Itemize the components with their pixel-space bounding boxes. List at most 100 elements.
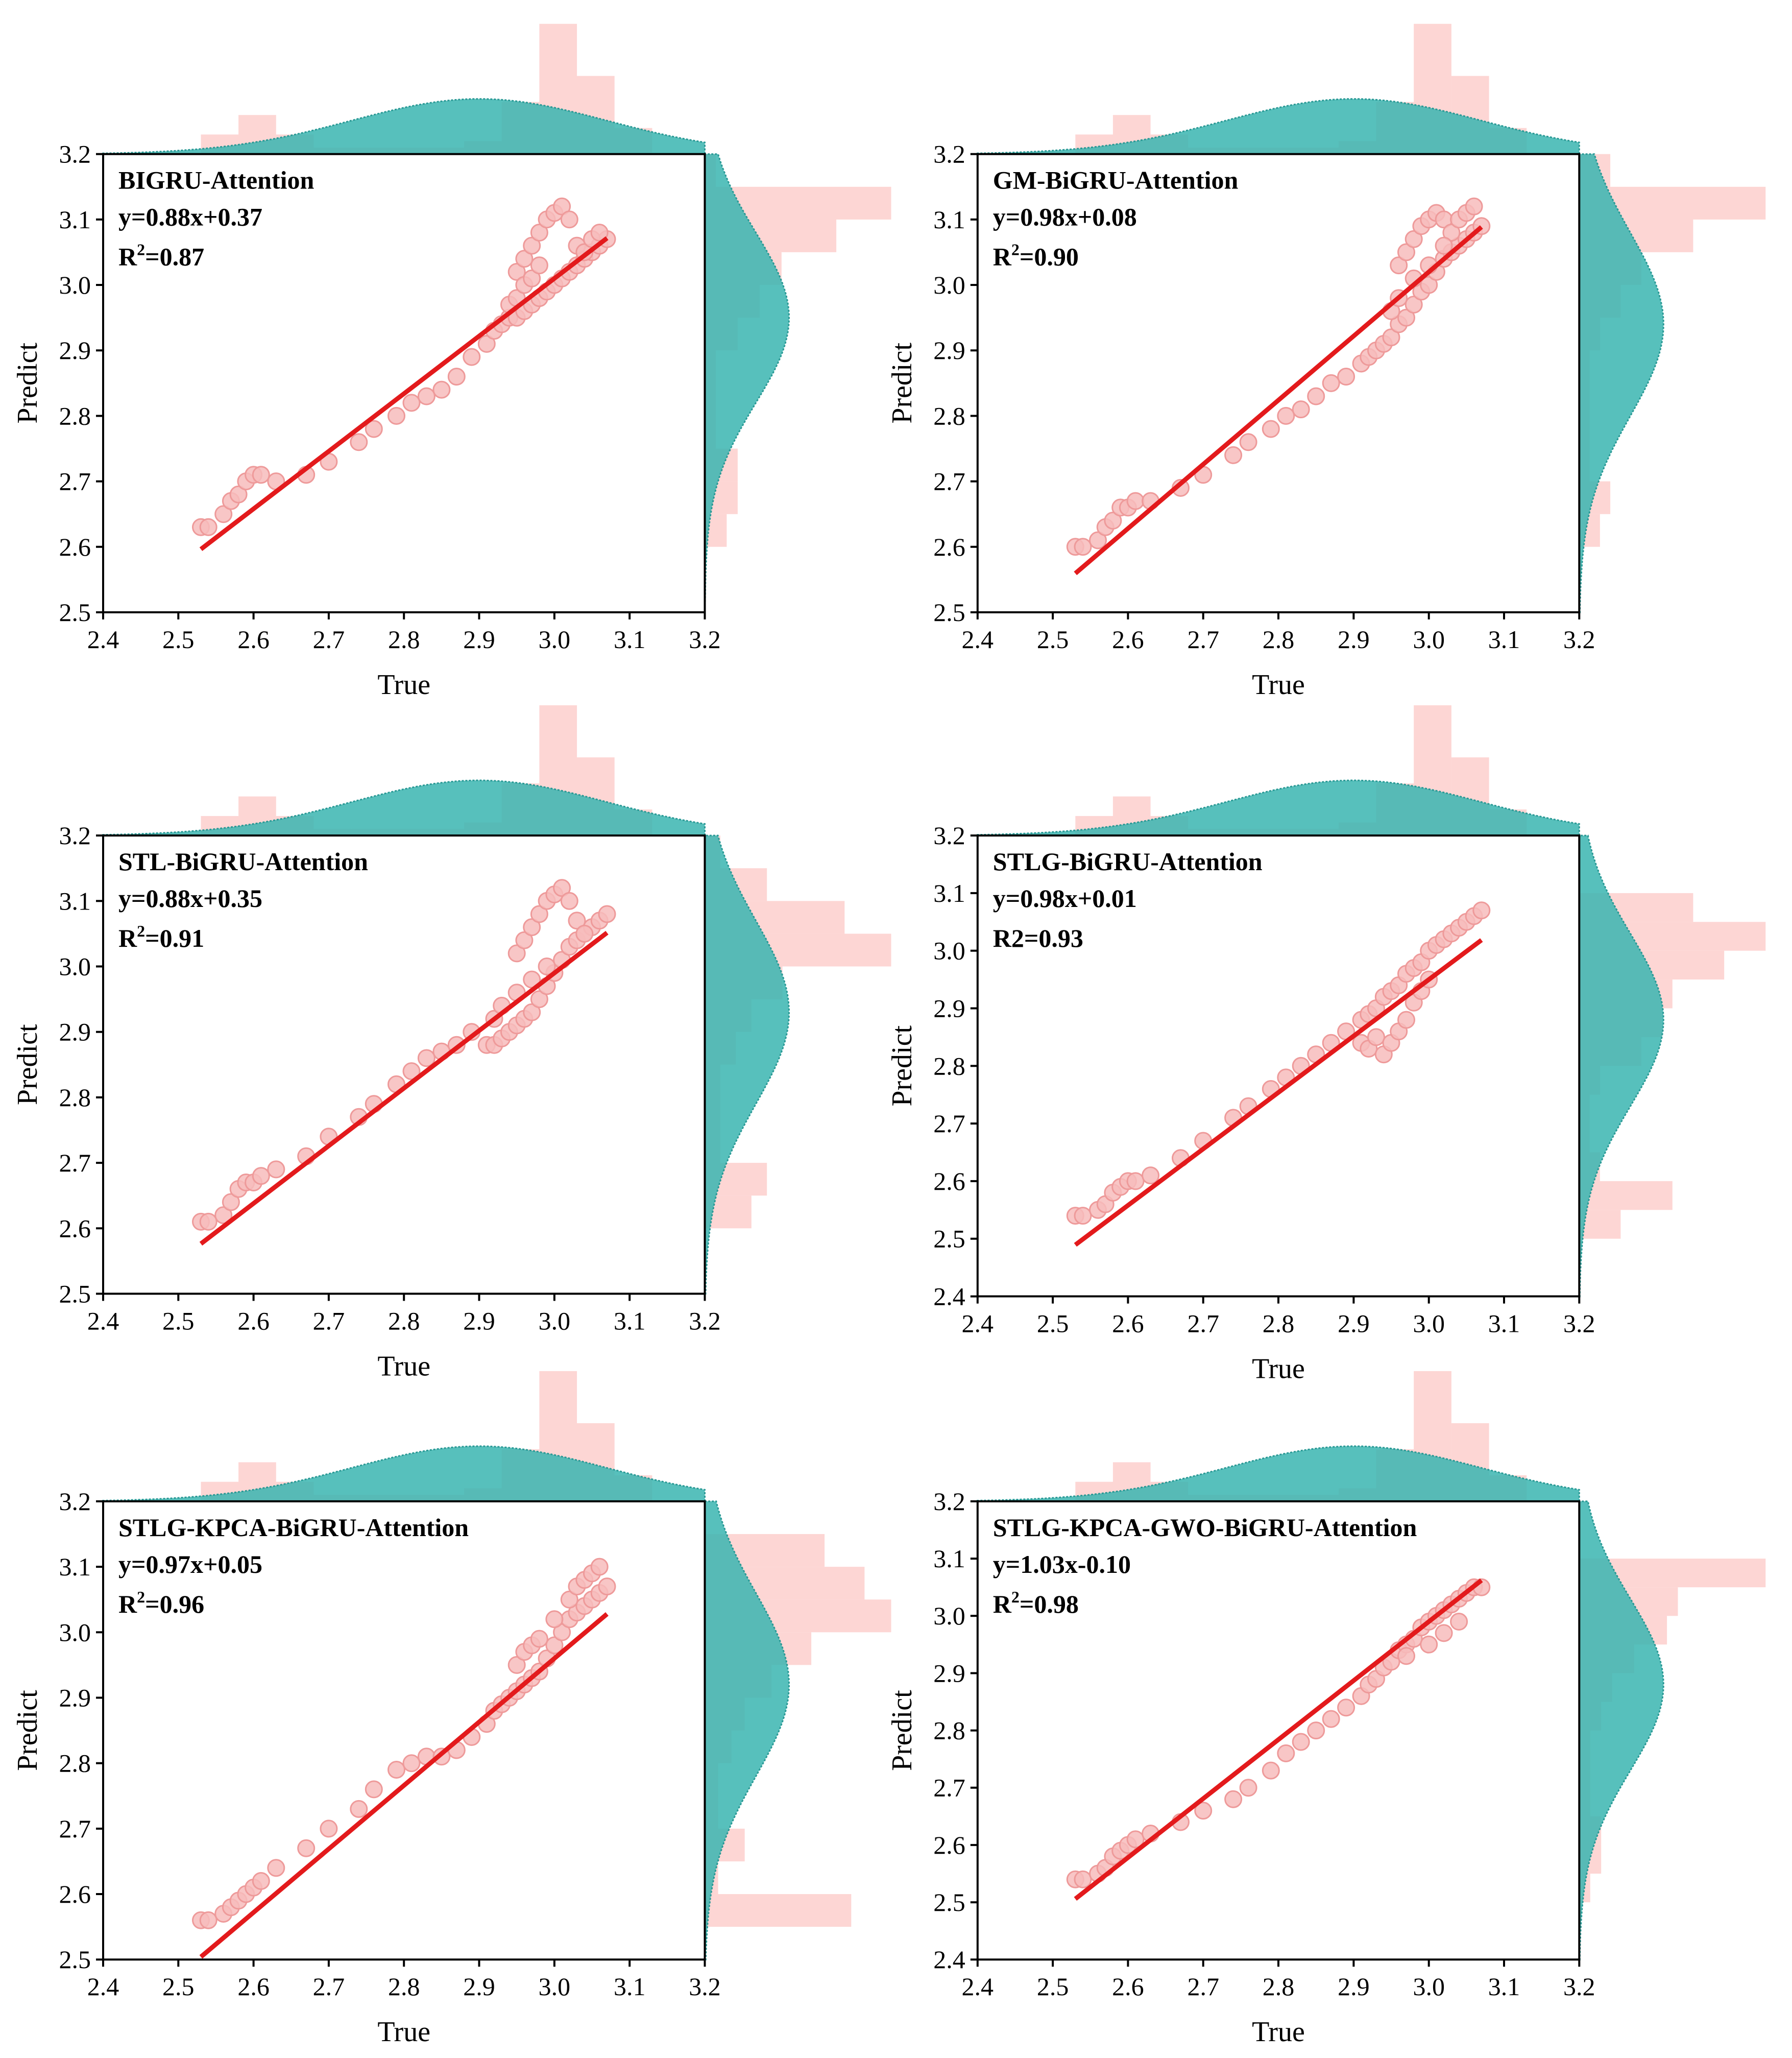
scatter-point — [1104, 512, 1122, 530]
r-squared: R2=0.90 — [993, 241, 1079, 271]
y-tick-label: 2.7 — [933, 1774, 965, 1802]
scatter-point — [1404, 230, 1423, 248]
x-tick-label: 3.2 — [1563, 625, 1595, 654]
y-tick-label: 2.7 — [933, 467, 965, 496]
right-kde-curve — [1578, 1500, 1664, 1960]
y-tick-label: 2.8 — [59, 1749, 91, 1778]
scatter-point — [1404, 296, 1423, 314]
y-tick-label: 3.1 — [933, 1544, 965, 1573]
panel-3: 2.4 2.5 2.6 2.7 2.8 2.9 3.0 3.1 3.22.52.62.72.82… — [12, 705, 891, 1382]
y-tick-label: 2.8 — [933, 401, 965, 430]
x-tick-label: 3.2 — [689, 625, 721, 654]
scatter-point — [507, 944, 526, 963]
y-tick-label: 2.6 — [933, 1167, 965, 1195]
y-tick-label: 2.8 — [933, 1716, 965, 1745]
r-squared-value: =0.87 — [145, 243, 204, 271]
scatter-point — [560, 210, 578, 229]
x-tick-label: 2.8 — [388, 1972, 420, 2001]
x-tick-label: 2.8 — [1263, 1972, 1295, 2001]
scatter-point — [1397, 308, 1415, 327]
y-tick-label: 2.6 — [59, 1880, 91, 1908]
scatter-point — [402, 1062, 421, 1081]
scatter-point — [530, 905, 548, 923]
scatter-point — [1322, 374, 1340, 392]
scatter-point — [1390, 256, 1408, 275]
scatter-point — [590, 224, 609, 242]
x-tick-label: 2.6 — [1112, 1972, 1144, 2001]
y-tick-label: 2.6 — [933, 533, 965, 561]
scatter-point — [530, 224, 548, 242]
x-tick-label: 2.9 — [463, 1306, 495, 1335]
x-axis-title: True — [1252, 2016, 1305, 2048]
y-tick-label: 3.0 — [59, 271, 91, 299]
r-squared-label: R — [993, 243, 1012, 271]
y-tick-label: 2.9 — [933, 336, 965, 365]
right-kde-curve — [1578, 153, 1664, 613]
scatter-point — [447, 368, 466, 386]
y-tick-label: 2.5 — [59, 598, 91, 627]
scatter-point — [388, 1761, 405, 1779]
panel-2: 2.4 2.5 2.6 2.7 2.8 2.9 3.0 3.1 3.22.52.62.72.82… — [886, 23, 1766, 701]
x-tick-label: 2.7 — [1187, 1309, 1219, 1338]
scatter-point — [350, 1800, 368, 1818]
fit-equation: y=0.98x+0.01 — [993, 884, 1137, 913]
scatter-point — [1089, 531, 1107, 549]
scatter-point — [365, 1780, 383, 1799]
scatter-point — [463, 348, 481, 366]
scatter-point — [523, 1003, 541, 1021]
top-kde-curve — [977, 98, 1580, 155]
scatter-point — [252, 466, 270, 484]
y-tick-label: 3.2 — [59, 1487, 91, 1516]
r-squared: R2=0.96 — [118, 1588, 204, 1618]
x-tick-label: 2.5 — [162, 1972, 195, 2001]
scatter-point — [553, 197, 571, 216]
y-tick-label: 2.9 — [933, 994, 965, 1023]
x-tick-label: 3.1 — [1488, 1309, 1520, 1338]
scatter-point — [1194, 1802, 1213, 1820]
y-tick-label: 2.4 — [933, 1945, 965, 1974]
x-tick-label: 2.9 — [1338, 1309, 1370, 1338]
scatter-point — [252, 1872, 270, 1890]
fit-equation: y=1.03x-0.10 — [993, 1550, 1131, 1578]
y-tick-label: 2.9 — [59, 336, 91, 365]
scatter-point — [1224, 446, 1243, 464]
x-tick-label: 2.8 — [388, 625, 420, 654]
right-kde-curve — [704, 1500, 790, 1960]
scatter-point — [1465, 197, 1483, 216]
scatter-point — [575, 924, 594, 943]
y-tick-label: 2.7 — [59, 467, 91, 496]
scatter-point — [417, 1049, 435, 1067]
scatter-point — [560, 892, 578, 910]
scatter-point — [553, 879, 571, 897]
scatter-point — [1397, 1011, 1415, 1029]
x-tick-label: 2.5 — [1037, 1972, 1069, 2001]
scatter-point — [1262, 1761, 1280, 1780]
y-tick-label: 2.7 — [59, 1148, 91, 1177]
x-tick-label: 3.2 — [689, 1306, 721, 1335]
y-tick-label: 2.6 — [59, 1214, 91, 1242]
y-tick-label: 3.2 — [933, 821, 965, 850]
top-kde-curve — [102, 98, 706, 155]
y-tick-label: 3.1 — [59, 1552, 91, 1581]
y-tick-label: 3.0 — [59, 1618, 91, 1646]
scatter-point — [214, 505, 233, 523]
y-axis-title: Predict — [12, 343, 43, 424]
x-tick-label: 2.8 — [388, 1306, 420, 1335]
scatter-point — [365, 420, 383, 438]
scatter-point — [1239, 1779, 1257, 1797]
scatter-point — [1435, 236, 1453, 255]
x-tick-label: 2.4 — [962, 625, 994, 654]
scatter-point — [1277, 406, 1295, 425]
scatter-point — [1337, 1698, 1355, 1717]
x-tick-label: 3.0 — [539, 625, 571, 654]
r-squared: R2=0.91 — [118, 922, 204, 952]
scatter-point — [1224, 1790, 1243, 1808]
x-tick-label: 3.0 — [1413, 625, 1445, 654]
r-squared: R2=0.93 — [993, 924, 1083, 952]
scatter-point — [402, 1754, 421, 1773]
scatter-point — [199, 1911, 217, 1929]
x-tick-label: 2.6 — [1112, 1309, 1144, 1338]
x-tick-label: 2.7 — [313, 625, 345, 654]
scatter-point — [1337, 368, 1355, 386]
x-tick-label: 2.4 — [962, 1972, 994, 2001]
